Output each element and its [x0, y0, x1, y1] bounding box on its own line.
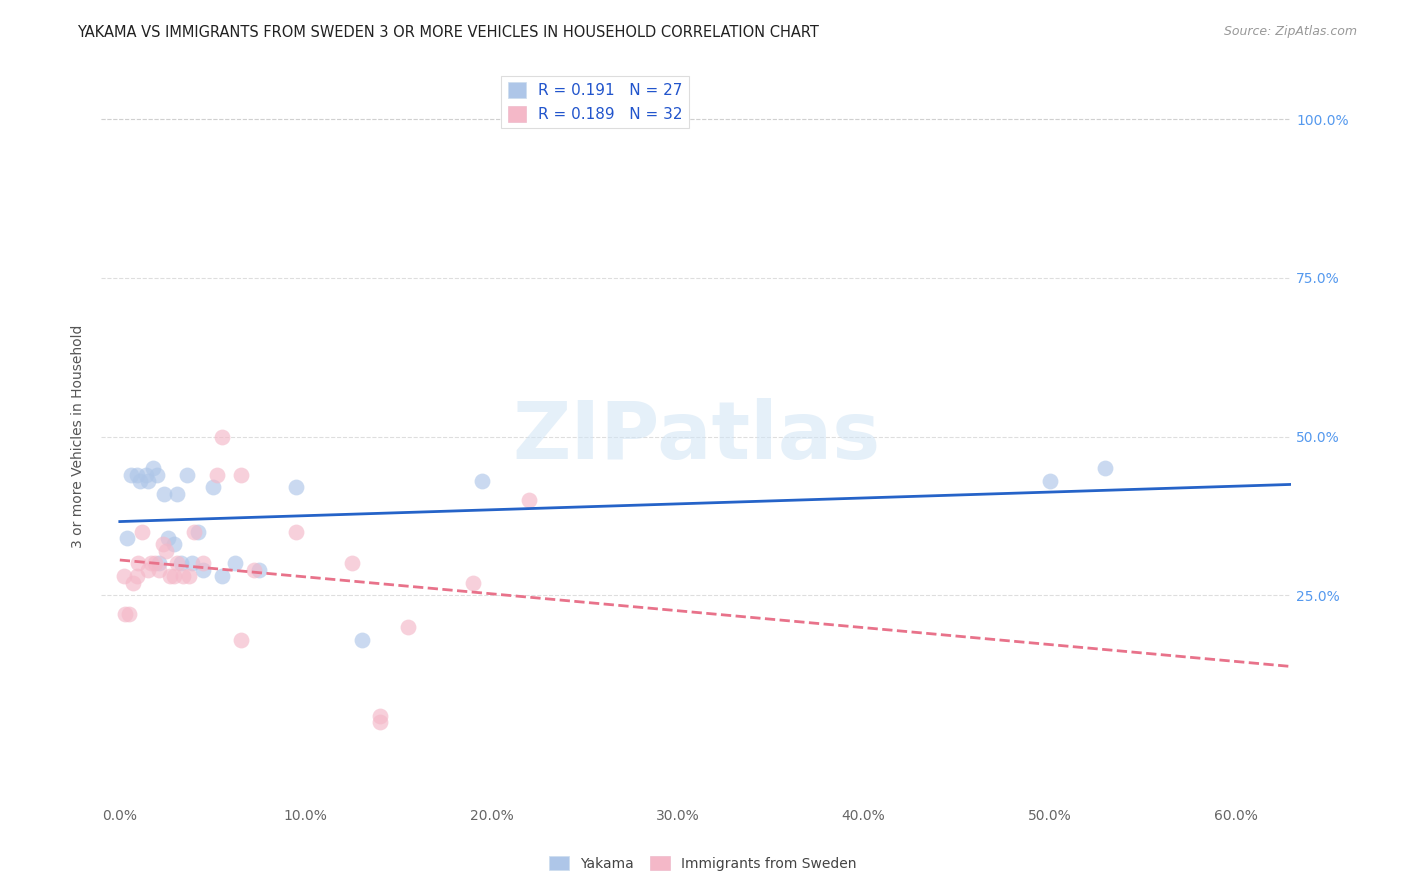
Point: [224, 557, 246, 571]
Point: [211, 429, 233, 443]
Point: [148, 563, 170, 577]
Point: [193, 557, 215, 571]
Point: [187, 524, 209, 539]
Legend: R = 0.191   N = 27, R = 0.189   N = 32: R = 0.191 N = 27, R = 0.189 N = 32: [502, 76, 689, 128]
Point: [517, 493, 540, 508]
Point: [1039, 474, 1062, 488]
Point: [471, 474, 494, 488]
Point: [112, 569, 135, 583]
Point: [1094, 461, 1116, 475]
Point: [155, 543, 177, 558]
Point: [159, 569, 181, 583]
Point: [153, 486, 176, 500]
Point: [143, 557, 166, 571]
Point: [135, 467, 157, 482]
Point: [242, 563, 264, 577]
Point: [247, 563, 270, 577]
Point: [211, 569, 233, 583]
Text: Source: ZipAtlas.com: Source: ZipAtlas.com: [1223, 25, 1357, 38]
Text: ZIPatlas: ZIPatlas: [512, 398, 880, 475]
Point: [163, 569, 186, 583]
Point: [118, 607, 141, 622]
Point: [229, 632, 252, 647]
Point: [170, 557, 193, 571]
Point: [136, 474, 159, 488]
Point: [152, 537, 174, 551]
Point: [285, 524, 308, 539]
Point: [157, 531, 180, 545]
Point: [176, 467, 198, 482]
Point: [117, 531, 139, 545]
Point: [125, 467, 148, 482]
Point: [342, 557, 364, 571]
Point: [120, 467, 142, 482]
Point: [125, 569, 148, 583]
Point: [193, 563, 215, 577]
Point: [121, 575, 143, 590]
Point: [368, 715, 391, 730]
Point: [368, 708, 391, 723]
Point: [166, 486, 188, 500]
Point: [205, 467, 228, 482]
Point: [183, 524, 205, 539]
Text: YAKAMA VS IMMIGRANTS FROM SWEDEN 3 OR MORE VEHICLES IN HOUSEHOLD CORRELATION CHA: YAKAMA VS IMMIGRANTS FROM SWEDEN 3 OR MO…: [77, 25, 820, 40]
Point: [136, 563, 159, 577]
Point: [114, 607, 136, 622]
Legend: Yakama, Immigrants from Sweden: Yakama, Immigrants from Sweden: [544, 851, 862, 876]
Point: [131, 524, 153, 539]
Point: [350, 632, 373, 647]
Point: [141, 557, 163, 571]
Point: [129, 474, 152, 488]
Point: [172, 569, 194, 583]
Point: [127, 557, 149, 571]
Point: [396, 620, 419, 634]
Point: [166, 557, 188, 571]
Point: [148, 557, 170, 571]
Point: [285, 480, 308, 494]
Point: [201, 480, 224, 494]
Point: [181, 557, 204, 571]
Point: [229, 467, 252, 482]
Point: [146, 467, 169, 482]
Point: [163, 537, 186, 551]
Y-axis label: 3 or more Vehicles in Household: 3 or more Vehicles in Household: [72, 325, 86, 549]
Point: [177, 569, 200, 583]
Point: [463, 575, 485, 590]
Point: [142, 461, 165, 475]
